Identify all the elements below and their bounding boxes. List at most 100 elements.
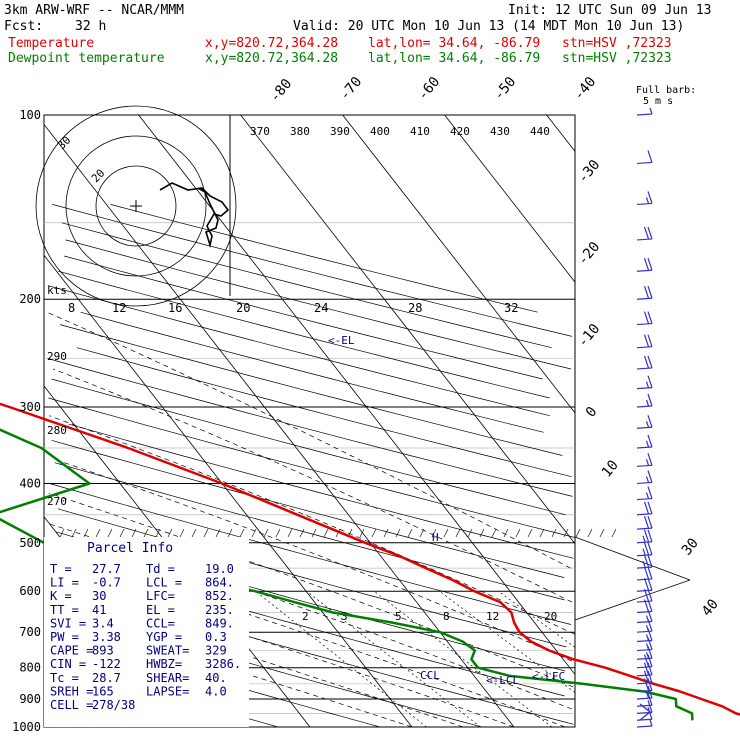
mixing-ratio-label-20: 20 [544, 610, 557, 623]
wind-barb-flag [643, 670, 650, 683]
grid-hash-mark [335, 528, 341, 538]
wind-barb-flag [643, 311, 650, 324]
mixing-ratio-label-2: 2 [302, 610, 309, 623]
grid-hash-mark [575, 528, 581, 538]
parcel-info-row-9-col-2: LAPSE= [146, 684, 189, 698]
wind-barb-flag [643, 355, 650, 369]
parcel-info-row-2-col-3: 852. [205, 589, 234, 603]
grid-hash-mark [443, 528, 449, 538]
wind-barb-flag [647, 662, 653, 676]
wind-barb-1000 [636, 719, 653, 728]
grid-hash-mark [503, 528, 509, 538]
wind-barb-300 [636, 393, 653, 408]
isotherm-label-30: 30 [679, 535, 702, 558]
pressure-tick-label-400: 400 [19, 476, 41, 490]
dry-adiabat [47, 285, 550, 417]
grid-hash-mark [251, 528, 257, 538]
theta-side-label-280: 280 [47, 424, 67, 437]
parcel-info-row-0-col-2: Td = [146, 562, 175, 576]
dry-adiabat [65, 239, 572, 370]
marker-h: H [432, 531, 439, 544]
grid-hash-mark [299, 528, 305, 538]
header-fcst-label: Fcst: [4, 19, 44, 34]
legend-dewpoint: Dewpoint temperature [8, 51, 165, 66]
mixing-ratio-line [439, 590, 576, 693]
grid-hash-mark [167, 528, 173, 538]
isotherm-label--30: -30 [575, 157, 604, 187]
edge-line-upper [574, 536, 691, 581]
wind-barb-flag [647, 470, 653, 483]
grid-hash-mark [383, 528, 389, 538]
wind-barb-875 [636, 678, 653, 693]
wind-barb-shaft [636, 697, 653, 700]
dry-adiabat [59, 324, 563, 456]
grid-hash-mark [227, 528, 233, 538]
wind-barb-flag [647, 434, 653, 448]
wind-barb-shaft [636, 610, 653, 614]
pressure-tick-label-700: 700 [19, 625, 41, 639]
wind-barb-800 [636, 654, 653, 669]
dry-adiabat [51, 439, 565, 578]
parcel-info-row-8-col-0: Tc = [50, 671, 79, 685]
theta-label-380: 380 [290, 125, 310, 138]
isotherm-line [546, 114, 576, 152]
grid-hash-mark [155, 528, 161, 538]
wind-barb-half [645, 634, 650, 641]
moist-adiabat [47, 523, 573, 710]
speed-tick-label-16: 16 [168, 301, 182, 315]
grid-hash-mark [275, 528, 281, 538]
grid-hash-mark [431, 528, 437, 538]
grid-hash-mark [263, 528, 269, 538]
wind-barb-shaft [636, 578, 653, 581]
grid-hash-mark [143, 528, 149, 538]
wind-barb-flag [647, 334, 653, 347]
wind-barb-shaft [636, 718, 653, 721]
mixing-ratio-line [373, 590, 553, 728]
wind-barb-200 [636, 286, 653, 300]
parcel-info-row-7-col-3: 3286. [205, 657, 241, 671]
wind-barb-flag [643, 501, 650, 514]
wind-barb-half [645, 615, 650, 622]
mixing-ratio-line [255, 590, 427, 728]
wind-barb-shaft [636, 704, 653, 707]
wind-barb-half [642, 535, 646, 542]
wind-barb-500 [636, 529, 653, 544]
grid-hash-mark [311, 528, 317, 538]
wind-barb-shaft [636, 446, 653, 449]
wind-barb-half [645, 476, 650, 483]
hodograph-speed-axis-label: kts [47, 284, 67, 297]
dry-adiabat [52, 204, 573, 337]
wind-barb-shaft [636, 630, 653, 633]
parcel-info-row-7-col-0: CIN = [50, 657, 86, 671]
grid-hash-mark [395, 528, 401, 538]
wind-barb-425 [636, 486, 653, 501]
grid-hash-mark [539, 528, 545, 538]
wind-barb-flag [647, 685, 653, 699]
grid-hash-mark [131, 528, 137, 538]
isotherm-label-10: 10 [599, 457, 622, 480]
mixing-ratio-label-12: 12 [486, 610, 499, 623]
wind-barb-140 [636, 191, 653, 206]
wind-barbs [636, 107, 653, 728]
speed-tick-label-28: 28 [408, 301, 422, 315]
wind-barb-flag [647, 707, 653, 720]
header-init: Init: 12 UTC Sun 09 Jun 13 [508, 3, 712, 18]
wind-barb-flag [647, 393, 653, 407]
wind-barb-flag [647, 578, 653, 591]
dry-adiabat [54, 462, 565, 601]
parcel-info-row-3-col-0: TT = [50, 603, 79, 617]
wind-barb-flag [647, 486, 653, 499]
parcel-info-row-8-col-3: 40. [205, 671, 227, 685]
dry-adiabat [51, 378, 566, 516]
isotherm-label--80: -80 [267, 76, 296, 106]
wind-barb-shaft [636, 674, 653, 677]
wind-barb-flag [643, 334, 650, 347]
parcel-info-row-7-col-1: -122 [92, 657, 121, 671]
wind-barb-half [645, 691, 650, 699]
wind-barb-550 [636, 554, 653, 569]
theta-label-400: 400 [370, 125, 390, 138]
grid-hash-mark [371, 528, 377, 538]
marker-lcl: <-LCL [486, 674, 519, 687]
speed-tick-label-12: 12 [112, 301, 126, 315]
